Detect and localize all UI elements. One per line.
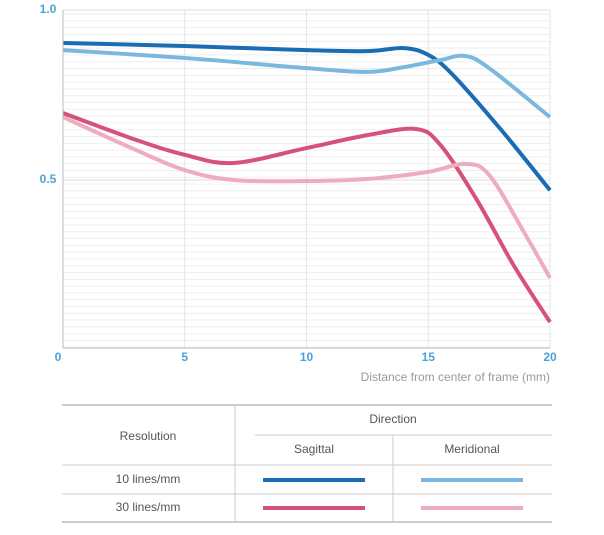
row-header: Resolution [120,429,177,443]
x-tick-label: 15 [422,350,436,364]
x-axis-label: Distance from center of frame (mm) [361,370,550,384]
column-header: Direction [369,412,416,426]
row-label: 10 lines/mm [116,472,181,486]
line-series [62,48,552,119]
line-series [62,115,552,279]
x-tick-label: 0 [55,350,62,364]
column-label: Sagittal [294,442,334,456]
x-tick-label: 20 [543,350,557,364]
line-series [62,40,552,192]
column-label: Meridional [444,442,499,456]
row-label: 30 lines/mm [116,500,181,514]
legend-table [62,404,552,523]
y-tick-label: 0.5 [40,172,57,186]
x-tick-label: 10 [300,350,314,364]
y-tick-label: 1.0 [40,2,57,16]
line-series [62,111,552,324]
x-tick-label: 5 [181,350,188,364]
